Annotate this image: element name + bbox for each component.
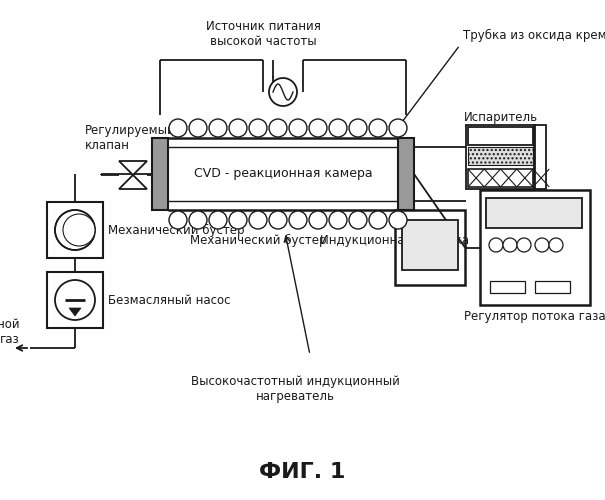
Circle shape [229, 119, 247, 137]
Circle shape [229, 211, 247, 229]
Circle shape [389, 211, 407, 229]
Circle shape [169, 211, 187, 229]
Bar [468, 169, 533, 187]
Text: Трубка из оксида кремния: Трубка из оксида кремния [463, 29, 605, 42]
Circle shape [189, 119, 207, 137]
Bar [486, 198, 582, 228]
Bar [152, 138, 168, 210]
Circle shape [63, 214, 95, 246]
Text: Регулятор потока газа: Регулятор потока газа [464, 310, 605, 323]
Bar [480, 190, 590, 305]
Circle shape [249, 211, 267, 229]
Circle shape [369, 119, 387, 137]
Polygon shape [119, 161, 147, 175]
Circle shape [389, 119, 407, 137]
Circle shape [369, 211, 387, 229]
Bar [395, 210, 465, 285]
Circle shape [329, 211, 347, 229]
Bar [398, 138, 414, 210]
Circle shape [349, 119, 367, 137]
Text: Безмасляный насос: Безмасляный насос [108, 294, 231, 306]
Circle shape [269, 119, 287, 137]
Bar [535, 281, 570, 293]
Circle shape [309, 211, 327, 229]
Bar [468, 127, 533, 145]
Circle shape [269, 211, 287, 229]
Text: Выхлопной
газ: Выхлопной газ [0, 318, 20, 346]
Polygon shape [69, 308, 81, 316]
Circle shape [209, 211, 227, 229]
Bar [466, 125, 535, 189]
Bar [402, 220, 458, 270]
Circle shape [189, 211, 207, 229]
Circle shape [55, 210, 95, 250]
Text: Механический бустер: Механический бустер [190, 234, 327, 247]
Circle shape [489, 238, 503, 252]
Text: Индукционная катушка: Индукционная катушка [320, 234, 469, 247]
Circle shape [249, 119, 267, 137]
Circle shape [55, 280, 95, 320]
Bar [47, 202, 103, 258]
Circle shape [517, 238, 531, 252]
Polygon shape [119, 175, 147, 189]
Circle shape [329, 119, 347, 137]
Circle shape [349, 211, 367, 229]
Circle shape [289, 211, 307, 229]
Circle shape [209, 119, 227, 137]
Text: Высокочастотный индукционный
нагреватель: Высокочастотный индукционный нагреватель [191, 375, 399, 403]
Circle shape [269, 78, 297, 106]
Bar [490, 281, 525, 293]
Bar [468, 147, 533, 165]
Circle shape [549, 238, 563, 252]
Text: ФИГ. 1: ФИГ. 1 [259, 462, 345, 482]
Text: Регулируемый
клапан: Регулируемый клапан [85, 124, 175, 152]
Text: Испаритель: Испаритель [463, 111, 538, 124]
Bar [47, 272, 103, 328]
Circle shape [169, 119, 187, 137]
Text: Механический бустер: Механический бустер [108, 224, 244, 236]
Text: CVD - реакционная камера: CVD - реакционная камера [194, 168, 372, 180]
Circle shape [503, 238, 517, 252]
Circle shape [289, 119, 307, 137]
Bar [534, 125, 546, 189]
Text: Источник питания
высокой частоты: Источник питания высокой частоты [206, 20, 321, 48]
Circle shape [535, 238, 549, 252]
Circle shape [309, 119, 327, 137]
